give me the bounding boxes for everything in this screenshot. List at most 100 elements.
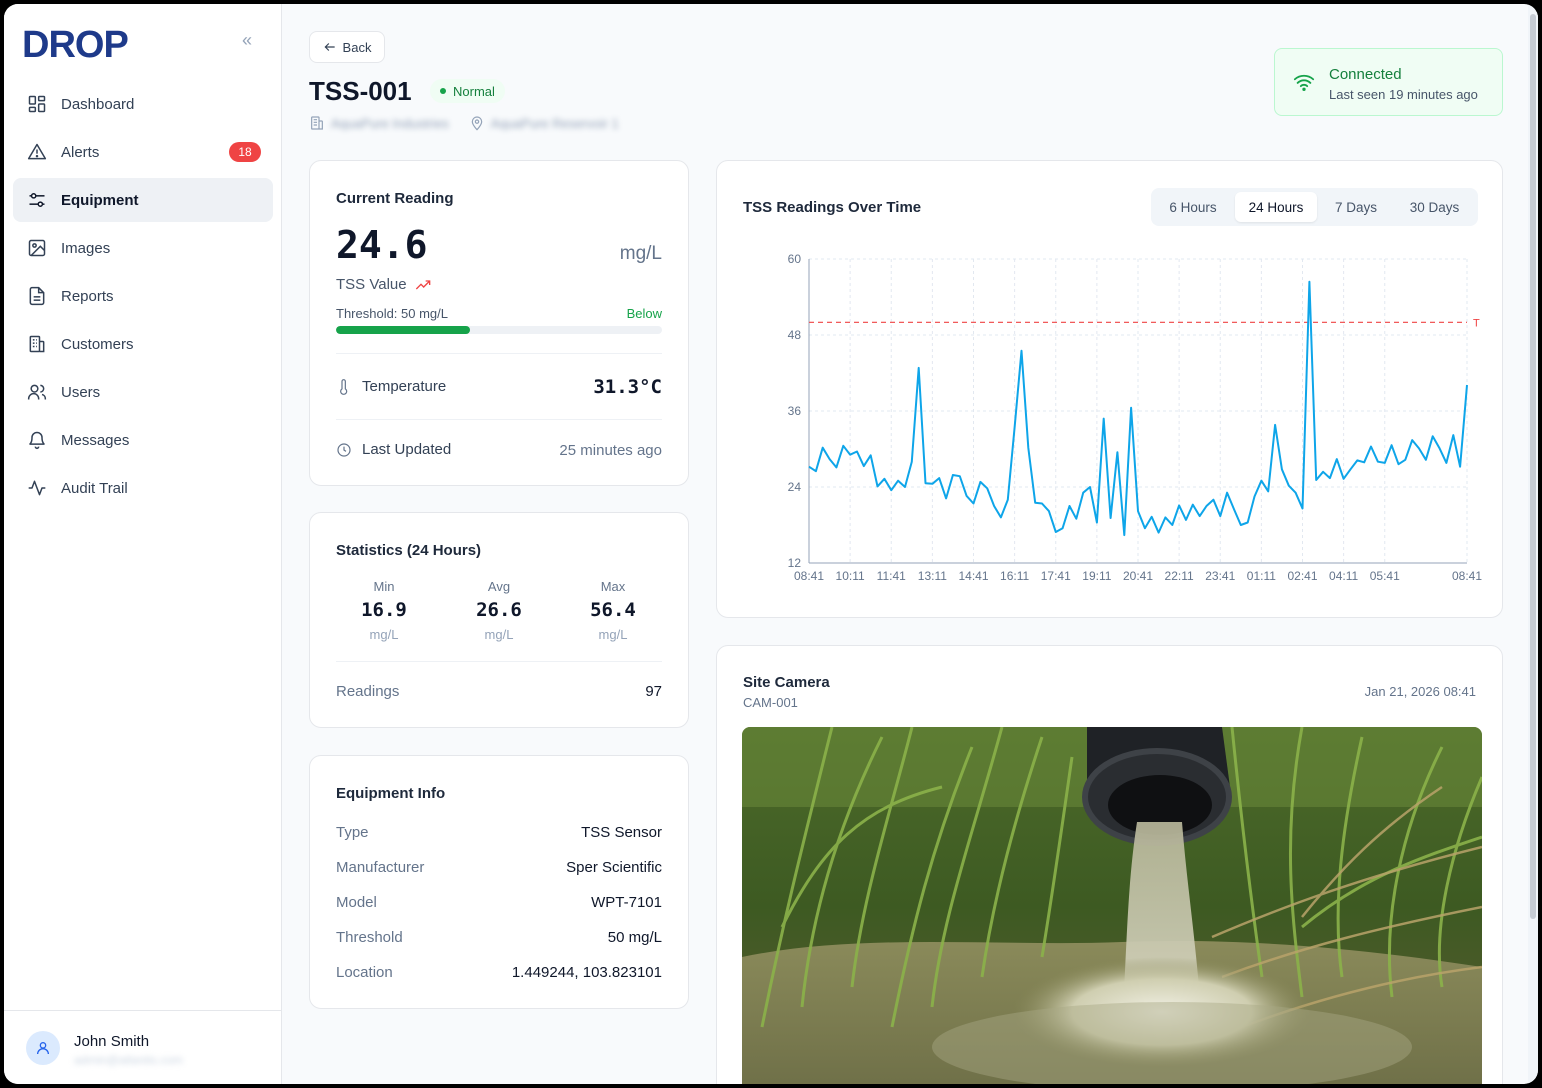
sidebar-item-label: Equipment (61, 191, 139, 209)
clock-icon (337, 442, 351, 457)
image-icon (28, 239, 46, 257)
y-tick-label: 60 (788, 252, 802, 266)
alerts-count-badge: 18 (229, 142, 261, 162)
tss-series-line (808, 280, 1468, 537)
sidebar-item-label: Audit Trail (61, 479, 128, 497)
info-key: Manufacturer (336, 859, 425, 876)
bell-icon (29, 431, 45, 450)
info-value: Sper Scientific (566, 859, 662, 876)
last-updated-value: 25 minutes ago (559, 442, 662, 459)
dashboard-icon (28, 95, 46, 113)
sliders-icon (29, 193, 45, 207)
tab-6-hours[interactable]: 6 Hours (1169, 199, 1217, 215)
sidebar-item-label: Users (61, 383, 101, 401)
chevrons-left-icon[interactable]: « (242, 30, 253, 50)
building-icon (311, 116, 323, 130)
tab-30-days[interactable]: 30 Days (1409, 199, 1460, 215)
x-tick-label: 08:41 (794, 569, 824, 583)
sidebar-item-audit-trail[interactable]: Audit Trail (13, 466, 273, 510)
sidebar-nav: Dashboard Alerts 18 Equipment Images Rep… (13, 82, 273, 514)
time-range-tabs: 6 Hours 24 Hours 7 Days 30 Days (1151, 188, 1478, 226)
stat-label: Min (373, 579, 395, 594)
connection-last-seen: Last seen 19 minutes ago (1329, 87, 1478, 102)
info-row-type: Type TSS Sensor (336, 824, 662, 844)
info-key: Threshold (336, 929, 403, 946)
sidebar-item-alerts[interactable]: Alerts 18 (13, 130, 273, 174)
info-value: 50 mg/L (607, 929, 662, 946)
info-value: TSS Sensor (581, 824, 662, 841)
stat-value: 26.6 (476, 599, 522, 621)
info-row-threshold: Threshold 50 mg/L (336, 929, 662, 949)
sidebar-item-images[interactable]: Images (13, 226, 273, 270)
arrow-left-icon (324, 43, 335, 51)
avatar[interactable] (26, 1031, 60, 1065)
users-icon (27, 384, 47, 400)
y-tick-label: 48 (788, 328, 802, 342)
stat-max: Max 56.4 mg/L (563, 579, 663, 642)
back-button-label: Back (342, 39, 372, 55)
x-tick-label: 10:11 (836, 569, 865, 583)
user-email: admin@atlantis.com (74, 1053, 183, 1067)
info-row-manufacturer: Manufacturer Sper Scientific (336, 859, 662, 879)
threshold-label: T (1473, 317, 1480, 329)
y-tick-label: 24 (788, 480, 802, 494)
stat-value: 56.4 (590, 599, 636, 621)
equipment-meta: AquaPure Industries AquaPure Reservoir 1 (309, 112, 619, 134)
map-pin-icon (471, 116, 483, 131)
thermometer-icon (340, 378, 348, 395)
tss-line-chart: 12 24 36 48 60 08:41 10:11 11:41 13:11 14:41 16:11… (788, 252, 1483, 583)
camera-image[interactable] (742, 727, 1482, 1084)
sidebar-item-messages[interactable]: Messages (13, 418, 273, 462)
threshold-progress-bar (336, 326, 662, 334)
stat-min: Min 16.9 mg/L (334, 579, 434, 642)
camera-title: Site Camera (743, 674, 830, 691)
back-button[interactable]: Back (309, 31, 385, 63)
sidebar-item-label: Alerts (61, 143, 100, 161)
scrollbar-thumb[interactable] (1530, 14, 1536, 919)
threshold-state: Below (626, 306, 662, 321)
sidebar-item-users[interactable]: Users (13, 370, 273, 414)
x-tick-label: 17:41 (1041, 569, 1071, 583)
statistics-card: Statistics (24 Hours) Min 16.9 mg/L Avg … (309, 512, 689, 728)
info-row-location: Location 1.449244, 103.823101 (336, 964, 662, 984)
x-tick-label: 02:41 (1287, 569, 1317, 583)
sidebar-item-customers[interactable]: Customers (13, 322, 273, 366)
x-tick-label: 08:41 (1452, 569, 1482, 583)
app-logo[interactable]: DROP (22, 24, 129, 66)
x-tick-label: 11:41 (877, 569, 906, 583)
user-name: John Smith (74, 1033, 150, 1050)
camera-id: CAM-001 (743, 695, 798, 710)
user-profile[interactable]: John Smith admin@atlantis.com (4, 1010, 282, 1084)
equipment-info-card: Equipment Info Type TSS Sensor Manufactu… (309, 755, 689, 1009)
app-window: DROP « Dashboard Alerts 18 Equipment Ima… (4, 4, 1538, 1084)
site-camera-card: Site Camera CAM-001 Jan 21, 2026 08:41 (716, 645, 1503, 1084)
readings-label: Readings (336, 683, 400, 700)
sidebar-item-label: Customers (61, 335, 134, 353)
tab-24-hours[interactable]: 24 Hours (1235, 192, 1317, 222)
sidebar-item-label: Messages (61, 431, 130, 449)
y-tick-label: 36 (788, 404, 802, 418)
activity-icon (28, 480, 46, 496)
info-key: Type (336, 824, 369, 841)
info-key: Model (336, 894, 377, 911)
x-tick-label: 16:11 (1000, 569, 1029, 583)
trending-up-icon (415, 279, 430, 289)
card-title: Statistics (24 Hours) (336, 542, 482, 559)
stat-value: 16.9 (361, 599, 407, 621)
connection-status: Connected Last seen 19 minutes ago (1274, 48, 1503, 116)
x-tick-label: 04:11 (1329, 569, 1358, 583)
reading-unit: mg/L (619, 243, 662, 264)
building-icon (29, 335, 45, 353)
info-value: WPT-7101 (591, 894, 662, 911)
customer-name[interactable]: AquaPure Industries (331, 115, 449, 131)
x-tick-label: 23:41 (1205, 569, 1235, 583)
file-text-icon (29, 286, 45, 306)
sidebar-item-equipment[interactable]: Equipment (13, 178, 273, 222)
x-tick-label: 01:11 (1247, 569, 1276, 583)
tab-7-days[interactable]: 7 Days (1334, 199, 1378, 215)
site-name[interactable]: AquaPure Reservoir 1 (490, 115, 619, 131)
camera-timestamp: Jan 21, 2026 08:41 (1364, 684, 1476, 699)
sidebar-item-dashboard[interactable]: Dashboard (13, 82, 273, 126)
sidebar-item-reports[interactable]: Reports (13, 274, 273, 318)
scrollbar[interactable] (1528, 4, 1538, 1084)
